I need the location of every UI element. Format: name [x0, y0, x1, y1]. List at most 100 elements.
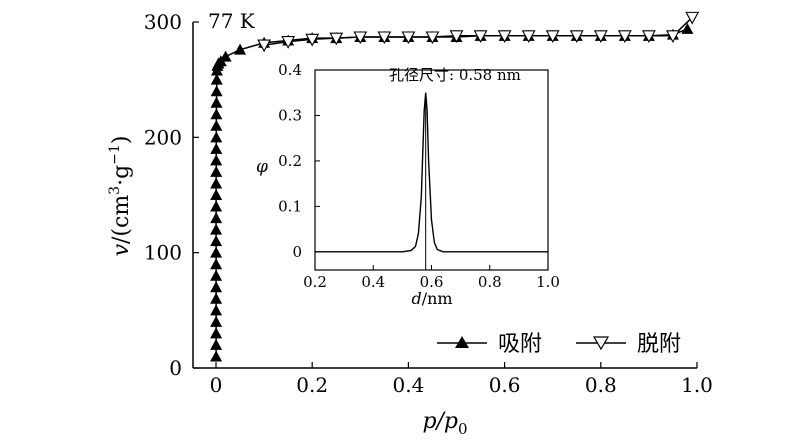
inset-x-tick-label: 0.2 [303, 273, 327, 291]
adsorption-point [210, 350, 223, 362]
adsorption-point [210, 108, 223, 120]
inset-x-axis-label-unit: /nm [422, 289, 453, 308]
inset-x-tick-label: 0.4 [361, 273, 385, 291]
legend-adsorption-marker [455, 336, 469, 348]
adsorption-point [210, 177, 223, 189]
main-x-axis-label: p/p0 [422, 409, 467, 438]
desorption-point [497, 30, 512, 43]
main-x-tick-label: 0 [210, 373, 223, 397]
adsorption-point [210, 292, 223, 304]
main-x-tick-label: 0.8 [585, 373, 617, 397]
adsorption-point [210, 96, 223, 108]
main-series [210, 11, 700, 362]
legend: 吸附 脱附 [437, 332, 681, 357]
main-x-tick-label: 1.0 [681, 373, 713, 397]
desorption-point [449, 30, 464, 43]
desorption-point [545, 30, 560, 43]
main-y-axis-label-open: /(cm [109, 195, 134, 244]
desorption-point [617, 30, 632, 43]
inset-x-tick-label: 1.0 [536, 273, 560, 291]
main-y-tick-label: 0 [169, 356, 182, 380]
inset-y-tick-label: 0.1 [278, 197, 302, 215]
desorption-point [257, 39, 272, 53]
inset-x-axis-label-var: d [411, 289, 421, 308]
legend-adsorption-label: 吸附 [498, 332, 542, 357]
main-y-axis-label-mid: ·g [109, 165, 134, 186]
inset-y-tick-label: 0.4 [278, 61, 302, 79]
desorption-point [281, 36, 296, 49]
main-y-axis-label-close: ) [109, 136, 134, 145]
inset-y-ticks: 0 0.1 0.2 0.3 0.4 [278, 61, 320, 261]
adsorption-point [234, 43, 247, 55]
main-x-tick-label: 0.6 [489, 373, 521, 397]
main-x-axis-label-sub: 0 [458, 420, 468, 438]
adsorption-point [210, 119, 223, 131]
main-x-tick-label: 0.2 [296, 373, 328, 397]
temperature-annotation: 77 K [208, 9, 256, 33]
adsorption-point [219, 50, 232, 62]
pore-distribution-curve [315, 92, 548, 253]
adsorption-point [210, 85, 223, 97]
inset-series [315, 92, 548, 253]
main-y-tick-label: 100 [144, 241, 182, 265]
adsorption-point [210, 189, 223, 200]
main-y-ticks: 0 100 200 300 [144, 10, 199, 380]
adsorption-point [210, 200, 223, 212]
main-y-axis-label: v/(cm3·g−1) [107, 136, 134, 257]
adsorption-point [681, 22, 694, 34]
adsorption-point [210, 327, 223, 339]
main-x-tick-label: 0.4 [392, 373, 424, 397]
inset-x-tick-label: 0.8 [478, 273, 502, 291]
inset-x-tick-label: 0.6 [420, 273, 444, 291]
adsorption-point [210, 246, 223, 258]
desorption-point [353, 31, 368, 45]
main-y-axis-label-var: v [109, 243, 134, 256]
inset-y-tick-label: 0 [292, 243, 302, 261]
adsorption-point [210, 338, 223, 350]
desorption-point [377, 31, 392, 45]
adsorption-point [210, 142, 223, 154]
desorption-point [593, 30, 608, 43]
inset-y-axis-label: φ [256, 157, 268, 177]
desorption-point [473, 30, 488, 43]
desorption-point [521, 30, 536, 43]
inset-plot: 0.2 0.4 0.6 0.8 1.0 0 0.1 0.2 0.3 0.4 孔径尺寸: 0.58… [256, 61, 560, 308]
adsorption-point [210, 73, 223, 85]
main-x-axis-label-main: p/p [422, 409, 458, 434]
desorption-point [329, 32, 344, 46]
adsorption-point [210, 269, 223, 281]
adsorption-point [210, 281, 223, 293]
adsorption-point [210, 223, 223, 235]
inset-x-axis-label: d/nm [411, 289, 452, 308]
desorption-point [569, 30, 584, 43]
adsorption-point [210, 315, 223, 327]
desorption-point [401, 31, 416, 45]
adsorption-point [210, 165, 223, 177]
desorption-point [666, 30, 680, 43]
legend-item-desorption: 脱附 [576, 332, 681, 357]
main-y-tick-label: 200 [144, 125, 182, 149]
main-y-axis-label-sup2: −1 [107, 144, 123, 165]
adsorption-point [210, 304, 223, 316]
adsorption-point [210, 235, 223, 247]
desorption-point [425, 31, 440, 45]
inset-x-ticks: 0.2 0.4 0.6 0.8 1.0 [303, 265, 560, 291]
adsorption-point [210, 212, 223, 224]
inset-y-tick-label: 0.2 [278, 152, 302, 170]
legend-desorption-marker [592, 336, 610, 351]
legend-desorption-label: 脱附 [637, 332, 681, 357]
main-y-tick-label: 300 [144, 10, 182, 34]
inset-y-tick-label: 0.3 [278, 106, 302, 124]
adsorption-point [210, 154, 223, 166]
adsorption-point [210, 258, 223, 270]
adsorption-point [210, 131, 223, 143]
desorption-point [305, 33, 320, 47]
main-x-ticks: 0 0.2 0.4 0.6 0.8 1.0 [210, 362, 713, 397]
pore-size-annotation: 孔径尺寸: 0.58 nm [389, 66, 521, 84]
legend-item-adsorption: 吸附 [437, 332, 542, 357]
inset-frame [314, 69, 549, 271]
desorption-point [641, 30, 656, 43]
desorption-point [685, 11, 700, 25]
